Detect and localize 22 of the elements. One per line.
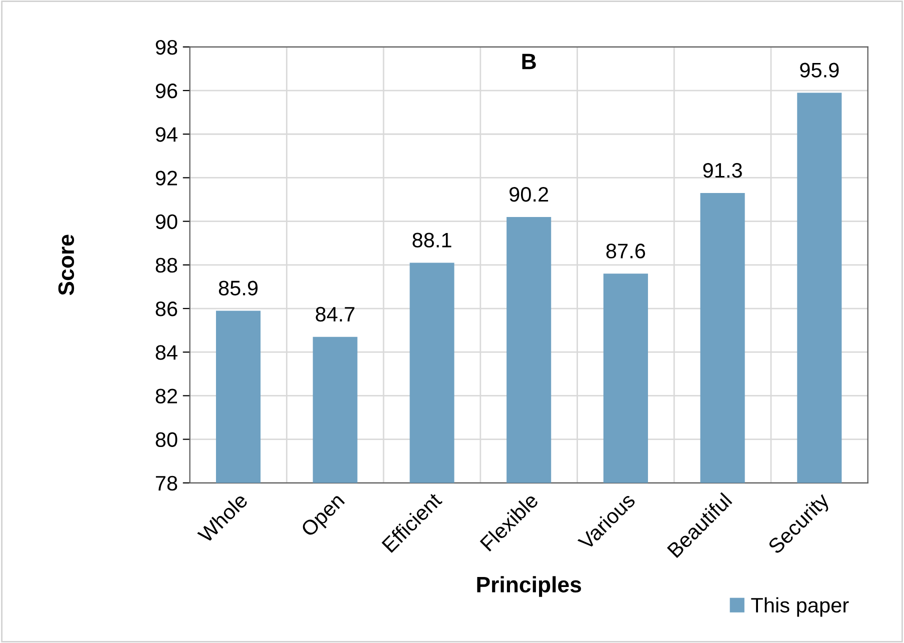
y-tick-label: 80 [156,432,178,448]
y-tick-label: 98 [156,40,178,55]
y-tick-label: 96 [156,84,178,98]
y-tick-label: 88 [156,258,178,273]
y-tick-label: 94 [156,127,178,142]
data-label: 91.3 [703,163,742,178]
y-tick-label: 82 [156,388,177,404]
y-tick-label: 90 [156,214,178,230]
x-axis-title: Principles [477,576,582,597]
legend-label: This paper [751,597,849,617]
data-label: 90.2 [510,186,548,202]
data-label: 84.7 [316,306,354,322]
chart-title: B [522,54,536,70]
data-label: 88.1 [412,232,452,248]
y-tick-label: 86 [156,302,178,316]
y-tick-label: 84 [156,345,178,360]
y-axis-title: Score [58,234,74,296]
data-label: 87.6 [606,244,646,258]
data-label: 95.9 [800,62,839,78]
y-tick-label: 92 [156,170,177,186]
y-tick-label: 78 [156,476,178,491]
data-label: 85.9 [218,280,258,296]
